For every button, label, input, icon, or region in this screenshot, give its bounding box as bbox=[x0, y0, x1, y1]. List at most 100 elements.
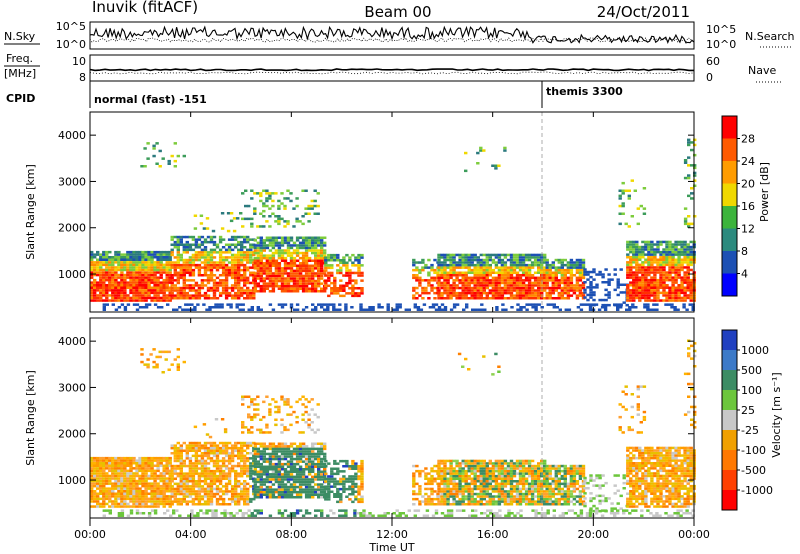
heatmap-cell bbox=[497, 276, 502, 280]
heatmap-cell bbox=[317, 290, 321, 293]
heatmap-cell bbox=[601, 273, 605, 276]
heatmap-cell bbox=[377, 306, 381, 309]
heatmap-cell bbox=[129, 281, 133, 284]
heatmap-cell bbox=[683, 271, 687, 274]
heatmap-cell bbox=[227, 266, 232, 269]
heatmap-cell bbox=[168, 286, 172, 289]
heatmap-cell bbox=[271, 442, 276, 445]
heatmap-cell bbox=[464, 256, 468, 259]
heatmap-cell bbox=[156, 291, 160, 295]
heatmap-cell bbox=[320, 475, 324, 479]
heatmap-cell bbox=[644, 276, 648, 279]
heatmap-cell bbox=[120, 505, 124, 508]
heatmap-cell bbox=[641, 256, 645, 259]
heatmap-cell bbox=[314, 254, 318, 257]
heatmap-cell bbox=[680, 250, 684, 254]
heatmap-cell bbox=[415, 286, 419, 290]
heatmap-cell bbox=[548, 289, 552, 292]
heatmap-cell bbox=[246, 248, 250, 252]
heatmap-cell bbox=[314, 282, 318, 285]
heatmap-cell bbox=[162, 482, 166, 485]
heatmap-cell bbox=[240, 289, 244, 292]
heatmap-cell bbox=[209, 266, 214, 269]
heatmap-cell bbox=[99, 253, 103, 256]
heatmap-cell bbox=[162, 474, 166, 478]
heatmap-cell bbox=[619, 306, 623, 309]
heatmap-cell bbox=[488, 263, 492, 267]
heatmap-cell bbox=[292, 480, 297, 484]
heatmap-cell bbox=[680, 253, 684, 256]
heatmap-cell bbox=[168, 479, 172, 483]
heatmap-cell bbox=[197, 297, 202, 300]
heatmap-cell bbox=[221, 261, 226, 264]
heatmap-cell bbox=[197, 467, 202, 470]
heatmap-cell bbox=[274, 259, 279, 262]
heatmap-cell bbox=[668, 258, 672, 261]
heatmap-cell bbox=[324, 485, 328, 488]
heatmap-cell bbox=[415, 261, 419, 264]
heatmap-cell bbox=[298, 262, 303, 265]
heatmap-cell bbox=[120, 271, 124, 274]
heatmap-cell bbox=[607, 273, 611, 276]
heatmap-cell bbox=[668, 243, 672, 246]
heatmap-cell bbox=[277, 246, 282, 250]
heatmap-cell bbox=[90, 273, 94, 277]
heatmap-cell bbox=[548, 274, 552, 277]
heatmap-cell bbox=[206, 297, 211, 300]
heatmap-cell bbox=[360, 287, 364, 290]
heatmap-cell bbox=[635, 291, 639, 295]
heatmap-cell bbox=[503, 256, 508, 259]
heatmap-cell bbox=[153, 253, 157, 256]
heatmap-cell bbox=[262, 488, 266, 491]
heatmap-cell bbox=[93, 490, 97, 493]
heatmap-cell bbox=[268, 452, 273, 456]
heatmap-cell bbox=[339, 294, 343, 298]
heatmap-cell bbox=[179, 253, 183, 257]
heatmap-cell bbox=[117, 294, 121, 297]
heatmap-cell bbox=[286, 455, 291, 458]
heatmap-cell bbox=[138, 497, 142, 501]
heatmap-cell bbox=[227, 446, 232, 450]
heatmap-cell bbox=[150, 505, 154, 508]
heatmap-cell bbox=[280, 455, 285, 458]
heatmap-cell bbox=[662, 256, 666, 259]
heatmap-cell bbox=[114, 456, 118, 460]
heatmap-cell bbox=[317, 277, 321, 280]
heatmap-cell bbox=[108, 294, 112, 297]
heatmap-cell bbox=[674, 268, 678, 272]
heatmap-cell bbox=[298, 460, 303, 463]
heatmap-cell bbox=[586, 273, 590, 276]
heatmap-cell bbox=[283, 483, 288, 486]
heatmap-cell bbox=[259, 470, 263, 473]
heatmap-cell bbox=[159, 502, 163, 506]
heatmap-cell bbox=[93, 467, 97, 470]
heatmap-cell bbox=[253, 274, 257, 278]
heatmap-cell bbox=[162, 256, 166, 259]
heatmap-cell bbox=[144, 477, 148, 480]
heatmap-cell bbox=[494, 271, 499, 274]
heatmap-cell bbox=[123, 474, 127, 478]
heatmap-cell bbox=[156, 284, 160, 287]
heatmap-cell bbox=[141, 286, 145, 289]
heatmap-cell bbox=[512, 286, 517, 290]
heatmap-cell bbox=[665, 253, 669, 256]
heatmap-cell bbox=[674, 248, 678, 251]
heatmap-cell bbox=[581, 263, 586, 267]
heatmap-cell bbox=[277, 215, 281, 218]
heatmap-cell bbox=[105, 294, 109, 297]
heatmap-cell bbox=[156, 296, 160, 300]
heatmap-cell bbox=[286, 279, 291, 283]
heatmap-cell bbox=[96, 464, 100, 467]
heatmap-cell bbox=[530, 256, 535, 259]
heatmap-cell bbox=[120, 487, 124, 490]
heatmap-cell bbox=[162, 484, 166, 488]
heatmap-cell bbox=[90, 479, 94, 483]
heatmap-cell bbox=[437, 261, 441, 264]
colorbar-tick-label: 16 bbox=[741, 200, 755, 213]
heatmap-cell bbox=[129, 299, 133, 302]
heatmap-cell bbox=[560, 289, 564, 292]
heatmap-cell bbox=[689, 256, 693, 259]
heatmap-cell bbox=[307, 290, 312, 293]
heatmap-cell bbox=[166, 303, 170, 306]
heatmap-cell bbox=[671, 299, 675, 302]
